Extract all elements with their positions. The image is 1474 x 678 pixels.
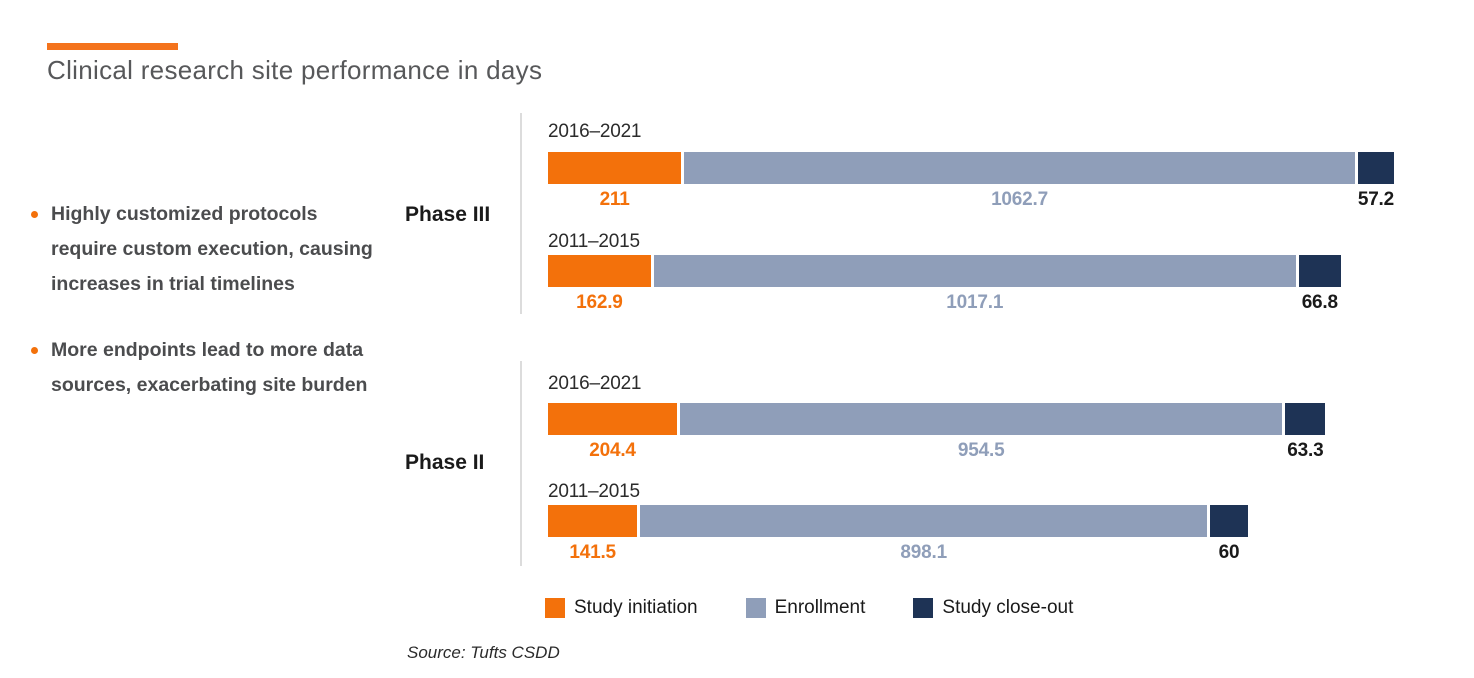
value-labels: 141.5 898.1 60 <box>548 542 1248 564</box>
phase-3-label: Phase III <box>405 203 491 226</box>
period-label: 2011–2015 <box>548 481 640 502</box>
value-label-enrollment: 1017.1 <box>946 292 1004 313</box>
value-label-study-initiation: 204.4 <box>589 440 636 461</box>
chart-legend: Study initiation Enrollment Study close-… <box>545 597 1073 619</box>
value-label-study-close-out: 66.8 <box>1301 292 1338 313</box>
period-label: 2016–2021 <box>548 373 642 394</box>
study-close-out-swatch-icon <box>913 598 934 618</box>
bullet-list: Highly customized protocols require cust… <box>31 197 387 434</box>
legend-item-study-close-out: Study close-out <box>913 597 1073 619</box>
legend-label: Study initiation <box>574 597 698 618</box>
period-label: 2011–2015 <box>548 231 640 252</box>
value-label-study-initiation: 211 <box>599 189 630 210</box>
value-label-study-close-out: 63.3 <box>1287 440 1324 461</box>
value-label-enrollment: 954.5 <box>957 440 1005 461</box>
bar-segment-study-close-out <box>1210 505 1248 537</box>
bullet-text: More endpoints lead to more data sources… <box>51 339 368 396</box>
value-label-study-close-out: 60 <box>1218 542 1240 563</box>
bar-segment-study-close-out <box>1357 152 1394 184</box>
bullet-item: More endpoints lead to more data sources… <box>31 333 387 403</box>
value-label-study-initiation: 162.9 <box>576 292 623 313</box>
bar-segment-enrollment <box>640 505 1208 537</box>
stacked-bar <box>548 403 1326 435</box>
stacked-bar <box>548 255 1341 287</box>
phase-2-divider <box>520 361 522 566</box>
bar-segment-enrollment <box>684 152 1355 184</box>
accent-line <box>47 43 178 50</box>
enrollment-swatch-icon <box>745 598 766 618</box>
value-label-study-initiation: 141.5 <box>569 542 616 563</box>
bullet-text: Highly customized protocols require cust… <box>51 203 373 295</box>
bullet-item: Highly customized protocols require cust… <box>31 197 387 302</box>
bar-segment-study-initiation <box>548 152 682 184</box>
value-labels: 162.9 1017.1 66.8 <box>548 292 1341 314</box>
legend-label: Study close-out <box>942 597 1074 618</box>
source-note: Source: Tufts CSDD <box>407 643 560 662</box>
bar-segment-study-initiation <box>548 505 638 537</box>
bar-segment-enrollment <box>653 255 1296 287</box>
bar-segment-study-initiation <box>548 255 651 287</box>
bar-segment-study-close-out <box>1285 403 1326 435</box>
phase-3-divider <box>520 113 522 314</box>
study-initiation-swatch-icon <box>545 598 565 618</box>
value-label-enrollment: 1062.7 <box>991 189 1048 210</box>
bar-segment-study-initiation <box>548 403 677 435</box>
value-label-enrollment: 898.1 <box>900 542 947 563</box>
phase-2-label: Phase II <box>405 451 485 474</box>
value-label-study-close-out: 57.2 <box>1357 189 1395 210</box>
legend-label: Enrollment <box>774 597 866 618</box>
value-labels: 204.4 954.5 63.3 <box>548 440 1325 462</box>
legend-item-enrollment: Enrollment <box>745 597 866 619</box>
bullet-dot-icon <box>31 347 38 354</box>
bar-segment-study-close-out <box>1298 255 1341 287</box>
page-title: Clinical research site performance in da… <box>47 55 543 85</box>
legend-item-study-initiation: Study initiation <box>545 597 698 619</box>
bullet-dot-icon <box>31 211 38 218</box>
stacked-bar <box>548 505 1248 537</box>
stacked-bar <box>548 152 1394 184</box>
value-labels: 211 1062.7 57.2 <box>548 189 1395 211</box>
period-label: 2016–2021 <box>548 121 642 142</box>
bar-segment-enrollment <box>680 403 1283 435</box>
